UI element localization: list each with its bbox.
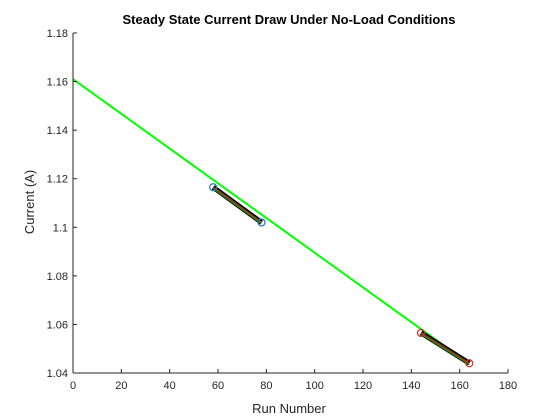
x-tick-label: 60: [212, 380, 224, 392]
fit-line: [72, 78, 468, 363]
plot-area: [73, 33, 508, 373]
y-tick-label: 1.04: [47, 368, 68, 380]
x-tick-label: 120: [354, 380, 372, 392]
data-point-2-1: [465, 359, 474, 368]
y-tick-label: 1.1: [53, 222, 68, 234]
x-tick-label: 0: [70, 380, 76, 392]
y-axis-label: Current (A): [22, 170, 37, 234]
x-tick-label: 160: [450, 380, 468, 392]
data-point-2-0: [416, 328, 426, 338]
chart-title: Steady State Current Draw Under No-Load …: [123, 12, 456, 27]
x-tick-label: 80: [260, 380, 272, 392]
series-layer: [72, 78, 474, 368]
y-tick-label: 1.12: [47, 174, 68, 186]
data-segment-2: [420, 332, 470, 365]
x-tick-label: 40: [164, 380, 176, 392]
y-tick-label: 1.14: [47, 125, 68, 137]
x-tick-label: 140: [402, 380, 420, 392]
data-point-1-0: [209, 183, 218, 192]
y-tick-label: 1.16: [47, 77, 68, 89]
data-segment-1-highlight: [212, 188, 262, 225]
x-tick-label: 20: [115, 380, 127, 392]
x-tick-label: 100: [305, 380, 323, 392]
data-segment-1: [212, 186, 263, 224]
plot-background: [73, 33, 508, 373]
x-axis-label: Run Number: [252, 401, 326, 416]
y-tick-label: 1.18: [47, 28, 68, 40]
axes-layer: 0 20 40 60 80 100 120 140 160 180 1.04 1.06 1.08 1.1 1…: [47, 28, 518, 392]
data-segment-2-highlight: [420, 334, 470, 366]
y-tick-label: 1.08: [47, 271, 68, 283]
x-tick-label: 180: [499, 380, 517, 392]
y-tick-label: 1.06: [47, 319, 68, 331]
data-point-1-1: [257, 218, 266, 227]
